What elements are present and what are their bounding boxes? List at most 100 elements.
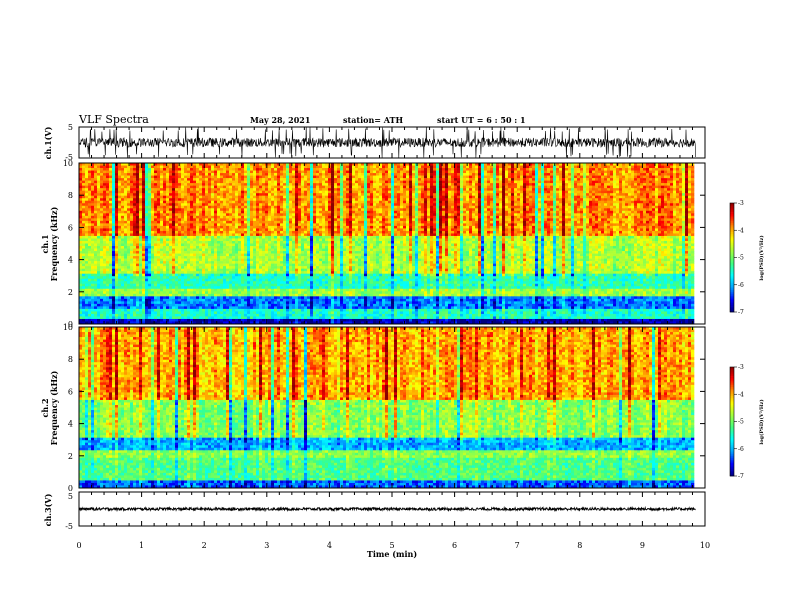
spectrogram-cell xyxy=(307,205,311,209)
spectrogram-cell xyxy=(409,165,413,169)
spectrogram-cell xyxy=(307,210,311,214)
spectrogram-cell xyxy=(223,220,227,224)
spectrogram-cell xyxy=(688,188,692,191)
spectrogram-cell xyxy=(688,215,692,219)
spectrogram-cell xyxy=(496,220,500,224)
spectrogram-cell xyxy=(112,188,116,191)
spectrogram-cell xyxy=(646,163,650,166)
spectrogram-cell xyxy=(400,198,404,202)
spectrogram-cell xyxy=(169,163,173,166)
spectrogram-cell xyxy=(454,173,458,176)
spectrogram-cell xyxy=(577,190,581,194)
spectrogram-cell xyxy=(259,168,263,171)
spectrogram-cell xyxy=(628,170,632,174)
spectrogram-cell xyxy=(517,190,521,194)
spectrogram-cell xyxy=(319,205,323,209)
spectrogram-cell xyxy=(157,203,161,207)
spectrogram-cell xyxy=(241,188,245,191)
spectrogram-cell xyxy=(514,220,518,224)
spectrogram-cell xyxy=(526,185,530,189)
spectrogram-cell xyxy=(664,183,668,186)
spectrogram-cell xyxy=(307,170,311,174)
spectrogram-cell xyxy=(364,218,368,222)
spectrogram-cell xyxy=(343,170,347,174)
spectrogram-cell xyxy=(127,193,131,197)
spectrogram-cell xyxy=(364,220,368,224)
spectrogram-cell xyxy=(406,165,410,169)
spectrogram-cell xyxy=(367,190,371,194)
spectrogram-cell xyxy=(280,170,284,174)
spectrogram-cell xyxy=(457,185,461,189)
spectrogram-cell xyxy=(424,190,428,194)
spectrogram-cell xyxy=(358,185,362,189)
spectrogram-cell xyxy=(475,213,479,217)
spectrogram-cell xyxy=(247,183,251,186)
spectrogram-cell xyxy=(520,165,524,169)
spectrogram-cell xyxy=(193,183,197,186)
spectrogram-cell xyxy=(271,213,275,217)
spectrogram-cell xyxy=(562,205,566,209)
spectrogram-cell xyxy=(643,208,647,212)
spectrogram-cell xyxy=(394,205,398,209)
spectrogram-cell xyxy=(490,208,494,212)
spectrogram-cell xyxy=(592,178,596,181)
spectrogram-cell xyxy=(220,198,224,202)
spectrogram-cell xyxy=(478,173,482,176)
spectrogram-cell xyxy=(88,178,92,181)
spectrogram-cell xyxy=(445,200,449,204)
spectrogram-cell xyxy=(643,183,647,186)
spectrogram-cell xyxy=(679,210,683,214)
spectrogram-cell xyxy=(583,188,587,191)
spectrogram-cell xyxy=(112,203,116,207)
spectrogram-cell xyxy=(376,180,380,184)
spectrogram-cell xyxy=(520,205,524,209)
spectrogram-cell xyxy=(604,213,608,217)
spectrogram-cell xyxy=(250,173,254,176)
spectrogram-cell xyxy=(175,203,179,207)
spectrogram-cell xyxy=(685,208,689,212)
spectrogram-cell xyxy=(607,163,611,166)
spectrogram-cell xyxy=(457,168,461,171)
spectrogram-cell xyxy=(676,178,680,181)
spectrogram-cell xyxy=(637,193,641,197)
spectrogram-cell xyxy=(418,218,422,222)
spectrogram-cell xyxy=(235,208,239,212)
spectrogram-cell xyxy=(514,163,518,166)
spectrogram-cell xyxy=(541,210,545,214)
spectrogram-cell xyxy=(589,220,593,224)
spectrogram-cell xyxy=(310,173,314,176)
spectrogram-cell xyxy=(451,208,455,212)
spectrogram-cell xyxy=(499,165,503,169)
spectrogram-cell xyxy=(670,175,674,179)
spectrogram-cell xyxy=(496,185,500,189)
spectrogram-cell xyxy=(157,178,161,181)
spectrogram-cell xyxy=(628,168,632,171)
spectrogram-cell xyxy=(610,195,614,199)
spectrogram-cell xyxy=(616,198,620,202)
spectrogram-cell xyxy=(310,185,314,189)
spectrogram-cell xyxy=(493,195,497,199)
spectrogram-cell xyxy=(85,190,89,194)
spectrogram-cell xyxy=(349,168,353,171)
spectrogram-cell xyxy=(628,178,632,181)
spectrogram-cell xyxy=(337,180,341,184)
spectrogram-cell xyxy=(139,198,143,202)
spectrogram-cell xyxy=(130,170,134,174)
spectrogram-cell xyxy=(337,205,341,209)
spectrogram-cell xyxy=(304,210,308,214)
spectrogram-cell xyxy=(469,180,473,184)
spectrogram-cell xyxy=(214,220,218,224)
spectrogram-cell xyxy=(94,185,98,189)
spectrogram-cell xyxy=(103,165,107,169)
spectrogram-cell xyxy=(190,205,194,209)
spectrogram-cell xyxy=(193,168,197,171)
spectrogram-cell xyxy=(418,220,422,224)
spectrogram-cell xyxy=(391,190,395,194)
spectrogram-cell xyxy=(265,190,269,194)
spectrogram-cell xyxy=(541,198,545,202)
spectrogram-cell xyxy=(421,175,425,179)
spectrogram-cell xyxy=(127,208,131,212)
spectrogram-cell xyxy=(349,175,353,179)
spectrogram-cell xyxy=(361,163,365,166)
spectrogram-cell xyxy=(136,218,140,222)
